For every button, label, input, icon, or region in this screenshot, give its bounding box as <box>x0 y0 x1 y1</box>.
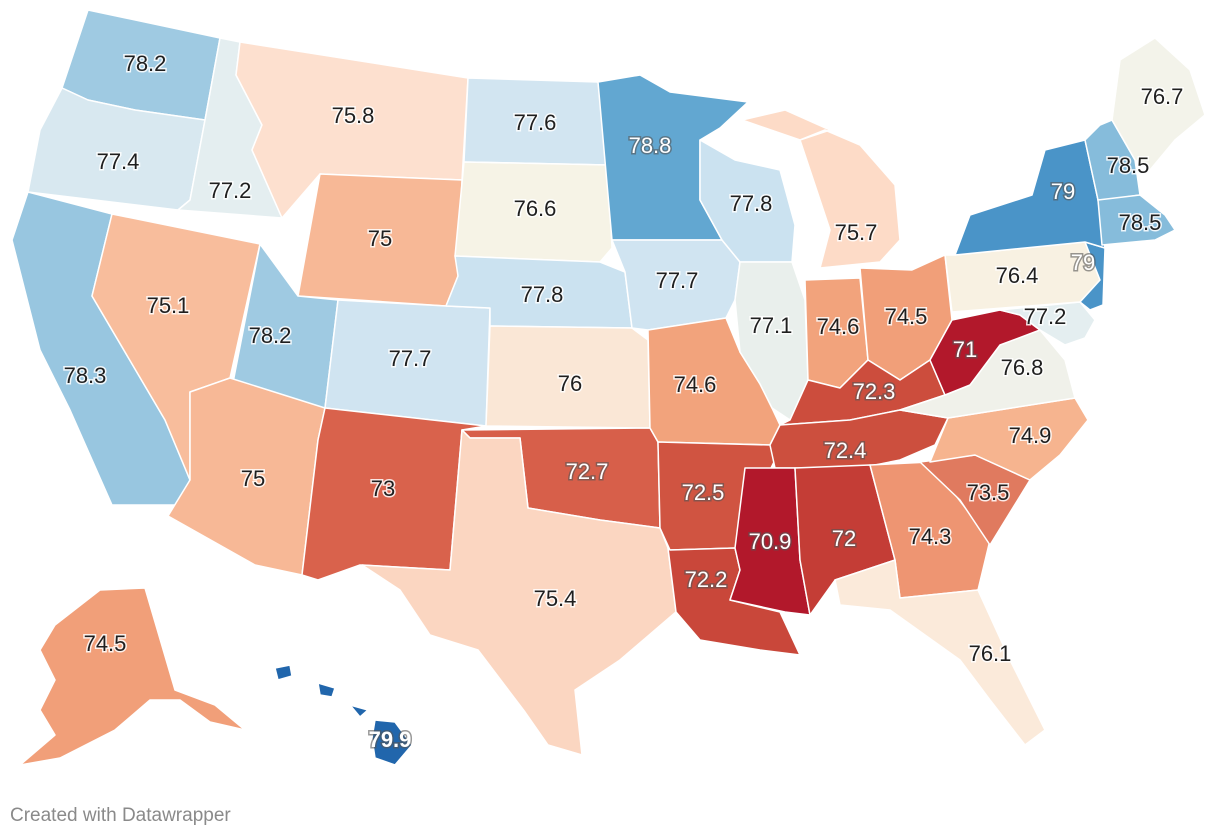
state-label-new-jersey: 79 <box>1071 250 1095 275</box>
state-label-wisconsin: 77.8 <box>730 191 773 216</box>
state-label-maryland: 77.2 <box>1024 304 1067 329</box>
state-label-wyoming: 75 <box>368 226 392 251</box>
state-label-kentucky: 72.3 <box>853 379 896 404</box>
state-label-nevada: 75.1 <box>147 293 190 318</box>
state-label-new-york: 79 <box>1051 179 1075 204</box>
state-label-iowa: 77.7 <box>656 268 699 293</box>
state-florida[interactable] <box>834 559 1046 746</box>
state-label-florida: 76.1 <box>969 641 1012 666</box>
state-south-dakota[interactable] <box>454 161 613 263</box>
state-label-oregon: 77.4 <box>97 149 140 174</box>
state-label-idaho: 77.2 <box>209 178 252 203</box>
state-label-michigan: 75.7 <box>835 220 878 245</box>
state-label-colorado: 77.7 <box>389 346 432 371</box>
state-label-new-hampshire: 78.5 <box>1107 153 1150 178</box>
state-label-south-dakota: 76.6 <box>514 196 557 221</box>
state-label-utah: 78.2 <box>249 323 292 348</box>
state-label-georgia: 74.3 <box>909 524 952 549</box>
state-label-ohio: 74.5 <box>885 304 928 329</box>
state-massachusetts[interactable] <box>1097 194 1176 246</box>
state-label-hawaii: 79.9 <box>369 727 412 752</box>
state-label-nebraska: 77.8 <box>521 282 564 307</box>
state-label-california: 78.3 <box>64 363 107 388</box>
state-maryland[interactable] <box>999 301 1096 346</box>
state-label-oklahoma: 72.7 <box>566 459 609 484</box>
state-texas[interactable] <box>361 429 677 756</box>
state-label-arkansas: 72.5 <box>682 480 725 505</box>
state-label-texas: 75.4 <box>534 586 577 611</box>
state-label-missouri: 74.6 <box>674 372 717 397</box>
state-label-alabama: 72 <box>832 526 856 551</box>
state-label-minnesota: 78.8 <box>629 133 672 158</box>
state-label-louisiana: 72.2 <box>685 567 728 592</box>
state-label-alaska: 74.5 <box>84 631 127 656</box>
state-label-south-carolina: 73.5 <box>967 480 1010 505</box>
state-labels: 78.2 77.4 78.3 77.2 75.1 75.8 75 78.2 75 77.7 73 77… <box>62 49 1185 753</box>
state-new-york[interactable] <box>954 139 1106 256</box>
credit-text: Created with Datawrapper <box>10 805 231 826</box>
state-label-washington: 78.2 <box>124 51 167 76</box>
state-maine[interactable] <box>1111 37 1206 171</box>
state-label-north-dakota: 77.6 <box>514 110 557 135</box>
state-hawaii[interactable] <box>274 664 413 766</box>
state-shapes <box>11 9 1206 766</box>
state-label-montana: 75.8 <box>332 103 375 128</box>
state-label-maine: 76.7 <box>1141 84 1184 109</box>
state-new-mexico[interactable] <box>301 407 487 581</box>
state-label-virginia: 76.8 <box>1001 355 1044 380</box>
state-label-west-virginia: 71 <box>953 337 977 362</box>
state-label-north-carolina: 74.9 <box>1009 423 1052 448</box>
state-illinois[interactable] <box>734 261 809 421</box>
state-label-mississippi: 70.9 <box>749 529 792 554</box>
state-label-arizona: 75 <box>241 466 265 491</box>
state-label-indiana: 74.6 <box>817 314 860 339</box>
state-label-kansas: 76 <box>558 371 582 396</box>
state-alaska[interactable] <box>19 587 246 766</box>
state-missouri[interactable] <box>647 317 781 446</box>
state-label-pennsylvania: 76.4 <box>996 263 1039 288</box>
state-label-massachusetts: 78.5 <box>1119 210 1162 235</box>
us-choropleth-map: 78.2 77.4 78.3 77.2 75.1 75.8 75 78.2 75 77.7 73 77… <box>11 9 1206 766</box>
state-label-tennessee: 72.4 <box>824 438 867 463</box>
state-label-new-mexico: 73 <box>371 476 395 501</box>
state-label-illinois: 77.1 <box>750 313 793 338</box>
state-michigan[interactable] <box>741 109 901 269</box>
